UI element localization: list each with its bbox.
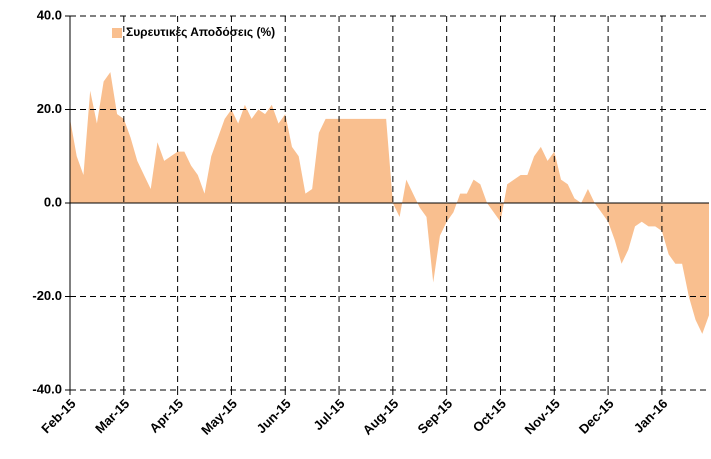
x-tick-label: Jan-16 — [631, 396, 671, 436]
y-tick-label: -20.0 — [32, 288, 62, 303]
y-tick-label: -40.0 — [32, 381, 62, 396]
x-tick-label: Feb-15 — [38, 396, 78, 436]
x-tick-label: Jun-15 — [254, 396, 294, 436]
x-tick-label: May-15 — [198, 396, 240, 438]
x-tick-label: Sep-15 — [414, 396, 455, 437]
x-tick-label: Mar-15 — [92, 396, 132, 436]
x-tick-label: Aug-15 — [360, 396, 402, 438]
y-tick-label: 40.0 — [37, 7, 62, 22]
legend-label: Συρευτικές Αποδόσεις (%) — [126, 25, 275, 39]
x-tick-label: Nov-15 — [522, 396, 563, 437]
x-tick-label: Oct-15 — [470, 396, 509, 435]
y-tick-label: 20.0 — [37, 101, 62, 116]
x-tick-label: Dec-15 — [576, 396, 617, 437]
x-tick-label: Jul-15 — [310, 396, 347, 433]
legend-swatch — [112, 28, 122, 38]
y-tick-label: 0.0 — [44, 194, 62, 209]
x-tick-label: Apr-15 — [146, 396, 186, 436]
